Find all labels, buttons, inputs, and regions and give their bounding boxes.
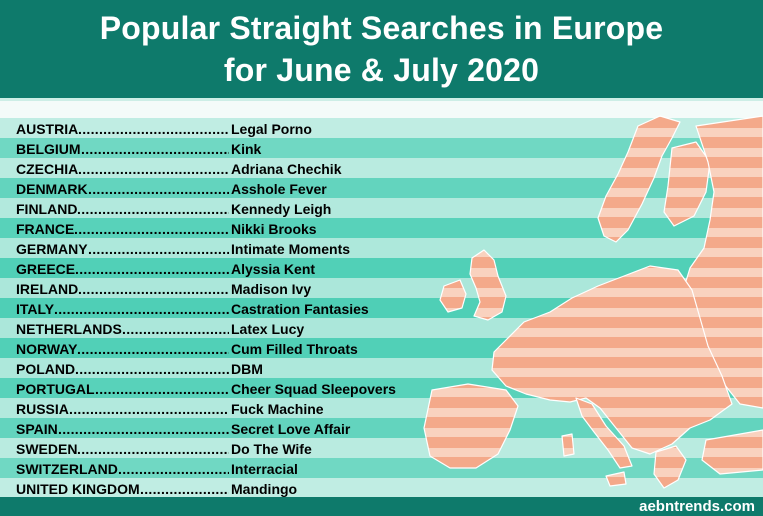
dot-leader: ........................................…: [81, 141, 229, 157]
background-stripe: [0, 478, 763, 498]
dot-leader: ........................................…: [75, 361, 229, 377]
top-search-term: DBM: [231, 361, 263, 377]
dot-leader: ........................................…: [88, 181, 229, 197]
top-search-term: Intimate Moments: [231, 241, 351, 257]
title-line-1: Popular Straight Searches in Europe: [99, 10, 664, 46]
top-search-term: Adriana Chechik: [231, 161, 342, 177]
dot-leader: ........................................…: [118, 461, 229, 477]
footer-credit: aebntrends.com: [639, 498, 755, 515]
dot-leader: ........................................…: [88, 241, 229, 257]
country-name: BELGIUM: [16, 141, 81, 157]
top-search-term: Legal Porno: [231, 121, 312, 137]
top-search-term: Do The Wife: [231, 441, 312, 457]
background-stripe: [0, 238, 763, 258]
dot-leader: ........................................…: [140, 481, 229, 497]
country-name: UNITED KINGDOM: [16, 481, 140, 497]
country-name: FINLAND: [16, 201, 78, 217]
country-name: NORWAY: [16, 341, 78, 357]
country-name: FRANCE: [16, 221, 75, 237]
background-stripe: [0, 198, 763, 218]
title-banner: Popular Straight Searches in Europe for …: [0, 0, 763, 101]
top-search-term: Mandingo: [231, 481, 298, 497]
country-name: SWEDEN: [16, 441, 78, 457]
top-search-term: Cum Filled Throats: [231, 341, 358, 357]
country-name: AUSTRIA: [16, 121, 79, 137]
top-search-term: Kink: [231, 141, 262, 157]
europe-map: [410, 108, 763, 500]
top-search-term: Latex Lucy: [231, 321, 305, 337]
dot-leader: ........................................…: [77, 341, 229, 357]
title-line-2: for June & July 2020: [223, 52, 540, 88]
dot-leader: ........................................…: [122, 321, 229, 337]
country-name: IRELAND: [16, 281, 79, 297]
top-search-term: Fuck Machine: [231, 401, 324, 417]
dot-leader: ........................................…: [69, 401, 229, 417]
top-search-term: Interracial: [231, 461, 298, 477]
country-name: SWITZERLAND: [16, 461, 118, 477]
dot-leader: ........................................…: [75, 261, 229, 277]
country-name: PORTUGAL: [16, 381, 95, 397]
dot-leader: ........................................…: [54, 301, 229, 317]
background-stripe: [0, 218, 763, 238]
top-search-term: Asshole Fever: [231, 181, 327, 197]
country-name: RUSSIA: [16, 401, 69, 417]
top-search-term: Secret Love Affair: [231, 421, 351, 437]
dot-leader: ........................................…: [77, 441, 229, 457]
background-stripe: [0, 138, 763, 158]
country-name: SPAIN: [16, 421, 58, 437]
top-search-term: Cheer Squad Sleepovers: [231, 381, 396, 397]
dot-leader: ........................................…: [77, 201, 229, 217]
background-stripe: [0, 418, 763, 438]
country-name: NETHERLANDS: [16, 321, 122, 337]
background-stripe: [0, 398, 763, 418]
country-name: GREECE: [16, 261, 76, 277]
top-search-term: Castration Fantasies: [231, 301, 369, 317]
top-search-term: Madison Ivy: [231, 281, 312, 297]
country-name: GERMANY: [16, 241, 88, 257]
footer-bar: aebntrends.com: [0, 497, 763, 516]
background-stripe: [0, 458, 763, 478]
top-search-term: Nikki Brooks: [231, 221, 317, 237]
dot-leader: ........................................…: [74, 221, 229, 237]
dot-leader: ........................................…: [78, 121, 229, 137]
top-search-term: Alyssia Kent: [231, 261, 316, 277]
country-name: ITALY: [16, 301, 55, 317]
dot-leader: ........................................…: [58, 421, 229, 437]
background-stripe: [0, 118, 763, 138]
background-stripe: [0, 178, 763, 198]
dot-leader: ........................................…: [78, 161, 229, 177]
top-search-term: Kennedy Leigh: [231, 201, 332, 217]
dot-leader: ........................................…: [95, 381, 229, 397]
dot-leader: ........................................…: [78, 281, 229, 297]
country-name: DENMARK: [16, 181, 88, 197]
background-stripe: [0, 278, 763, 298]
background-stripe: [0, 158, 763, 178]
country-name: POLAND: [16, 361, 76, 377]
country-name: CZECHIA: [16, 161, 79, 177]
background-stripe: [0, 258, 763, 278]
